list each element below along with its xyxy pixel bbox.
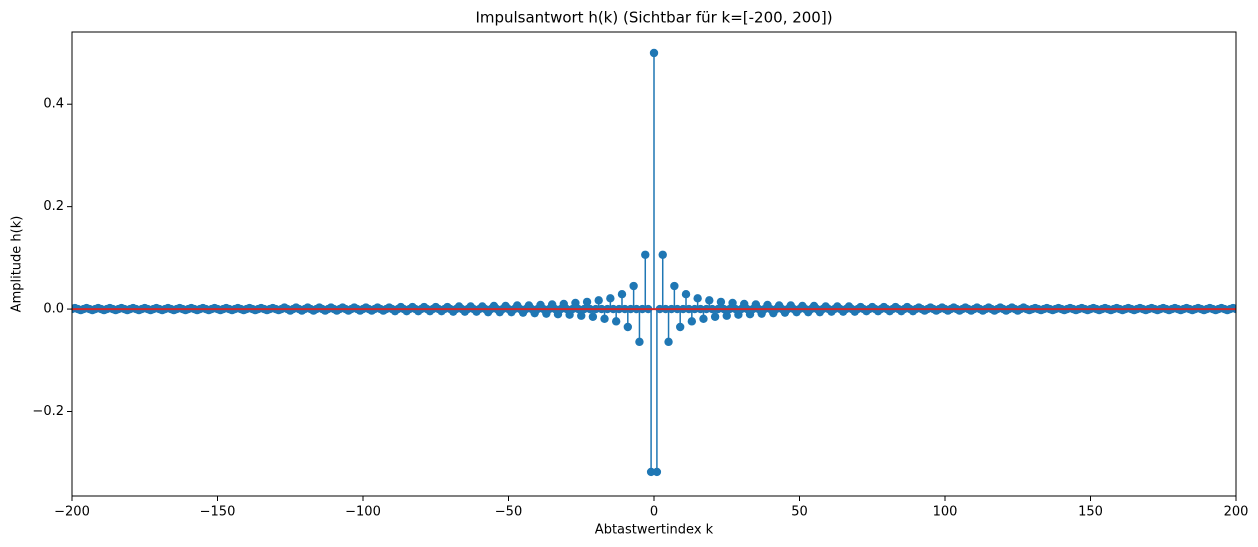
stem-marker (681, 290, 691, 299)
stem-marker (675, 322, 685, 332)
x-tick-label: 200 (1224, 505, 1249, 520)
x-tick-label: −50 (495, 505, 522, 520)
stem-marker (649, 48, 659, 58)
x-tick-label: −150 (200, 505, 236, 520)
stem-marker (664, 337, 673, 347)
x-tick-label: 150 (1078, 505, 1103, 520)
stem-marker (594, 296, 603, 305)
plot-frame (71, 31, 1237, 497)
y-axis-label: Amplitude h(k) (10, 216, 25, 313)
stem-marker (600, 314, 609, 323)
stem-marker (699, 314, 708, 323)
stem-marker (582, 297, 592, 307)
x-axis-label: Abtastwertindex k (595, 523, 714, 538)
stem-marker (606, 294, 615, 303)
stem-marker (693, 294, 702, 303)
stem-marker (670, 281, 679, 291)
y-tick-label: 0.0 (43, 302, 64, 317)
stem-marker (641, 250, 650, 259)
stem-marker (705, 296, 714, 305)
stem-marker (588, 312, 598, 321)
stem-marker (716, 297, 726, 307)
stem-marker (722, 311, 731, 320)
chart-title: Impulsantwort h(k) (Sichtbar für k=[-200… (475, 9, 832, 27)
x-tick-label: −100 (345, 505, 381, 520)
x-tick-label: 100 (933, 505, 958, 520)
stem-marker (687, 317, 697, 326)
stem-marker (635, 337, 644, 347)
stem-marker (629, 281, 638, 291)
stem-marker (652, 467, 662, 477)
stem-marker (710, 312, 720, 321)
y-tick-label: 0.2 (43, 199, 64, 214)
stem-marker (617, 290, 627, 299)
x-tick-label: −200 (54, 505, 90, 520)
stem-marker (623, 322, 633, 332)
stem-marker (658, 250, 667, 259)
stem-marker (577, 311, 586, 320)
stem-marker (611, 317, 621, 326)
y-tick-label: −0.2 (32, 404, 64, 419)
x-tick-label: 0 (650, 505, 658, 520)
y-tick-label: 0.4 (43, 97, 64, 112)
x-tick-label: 50 (791, 505, 808, 520)
stem-marker (646, 467, 656, 477)
